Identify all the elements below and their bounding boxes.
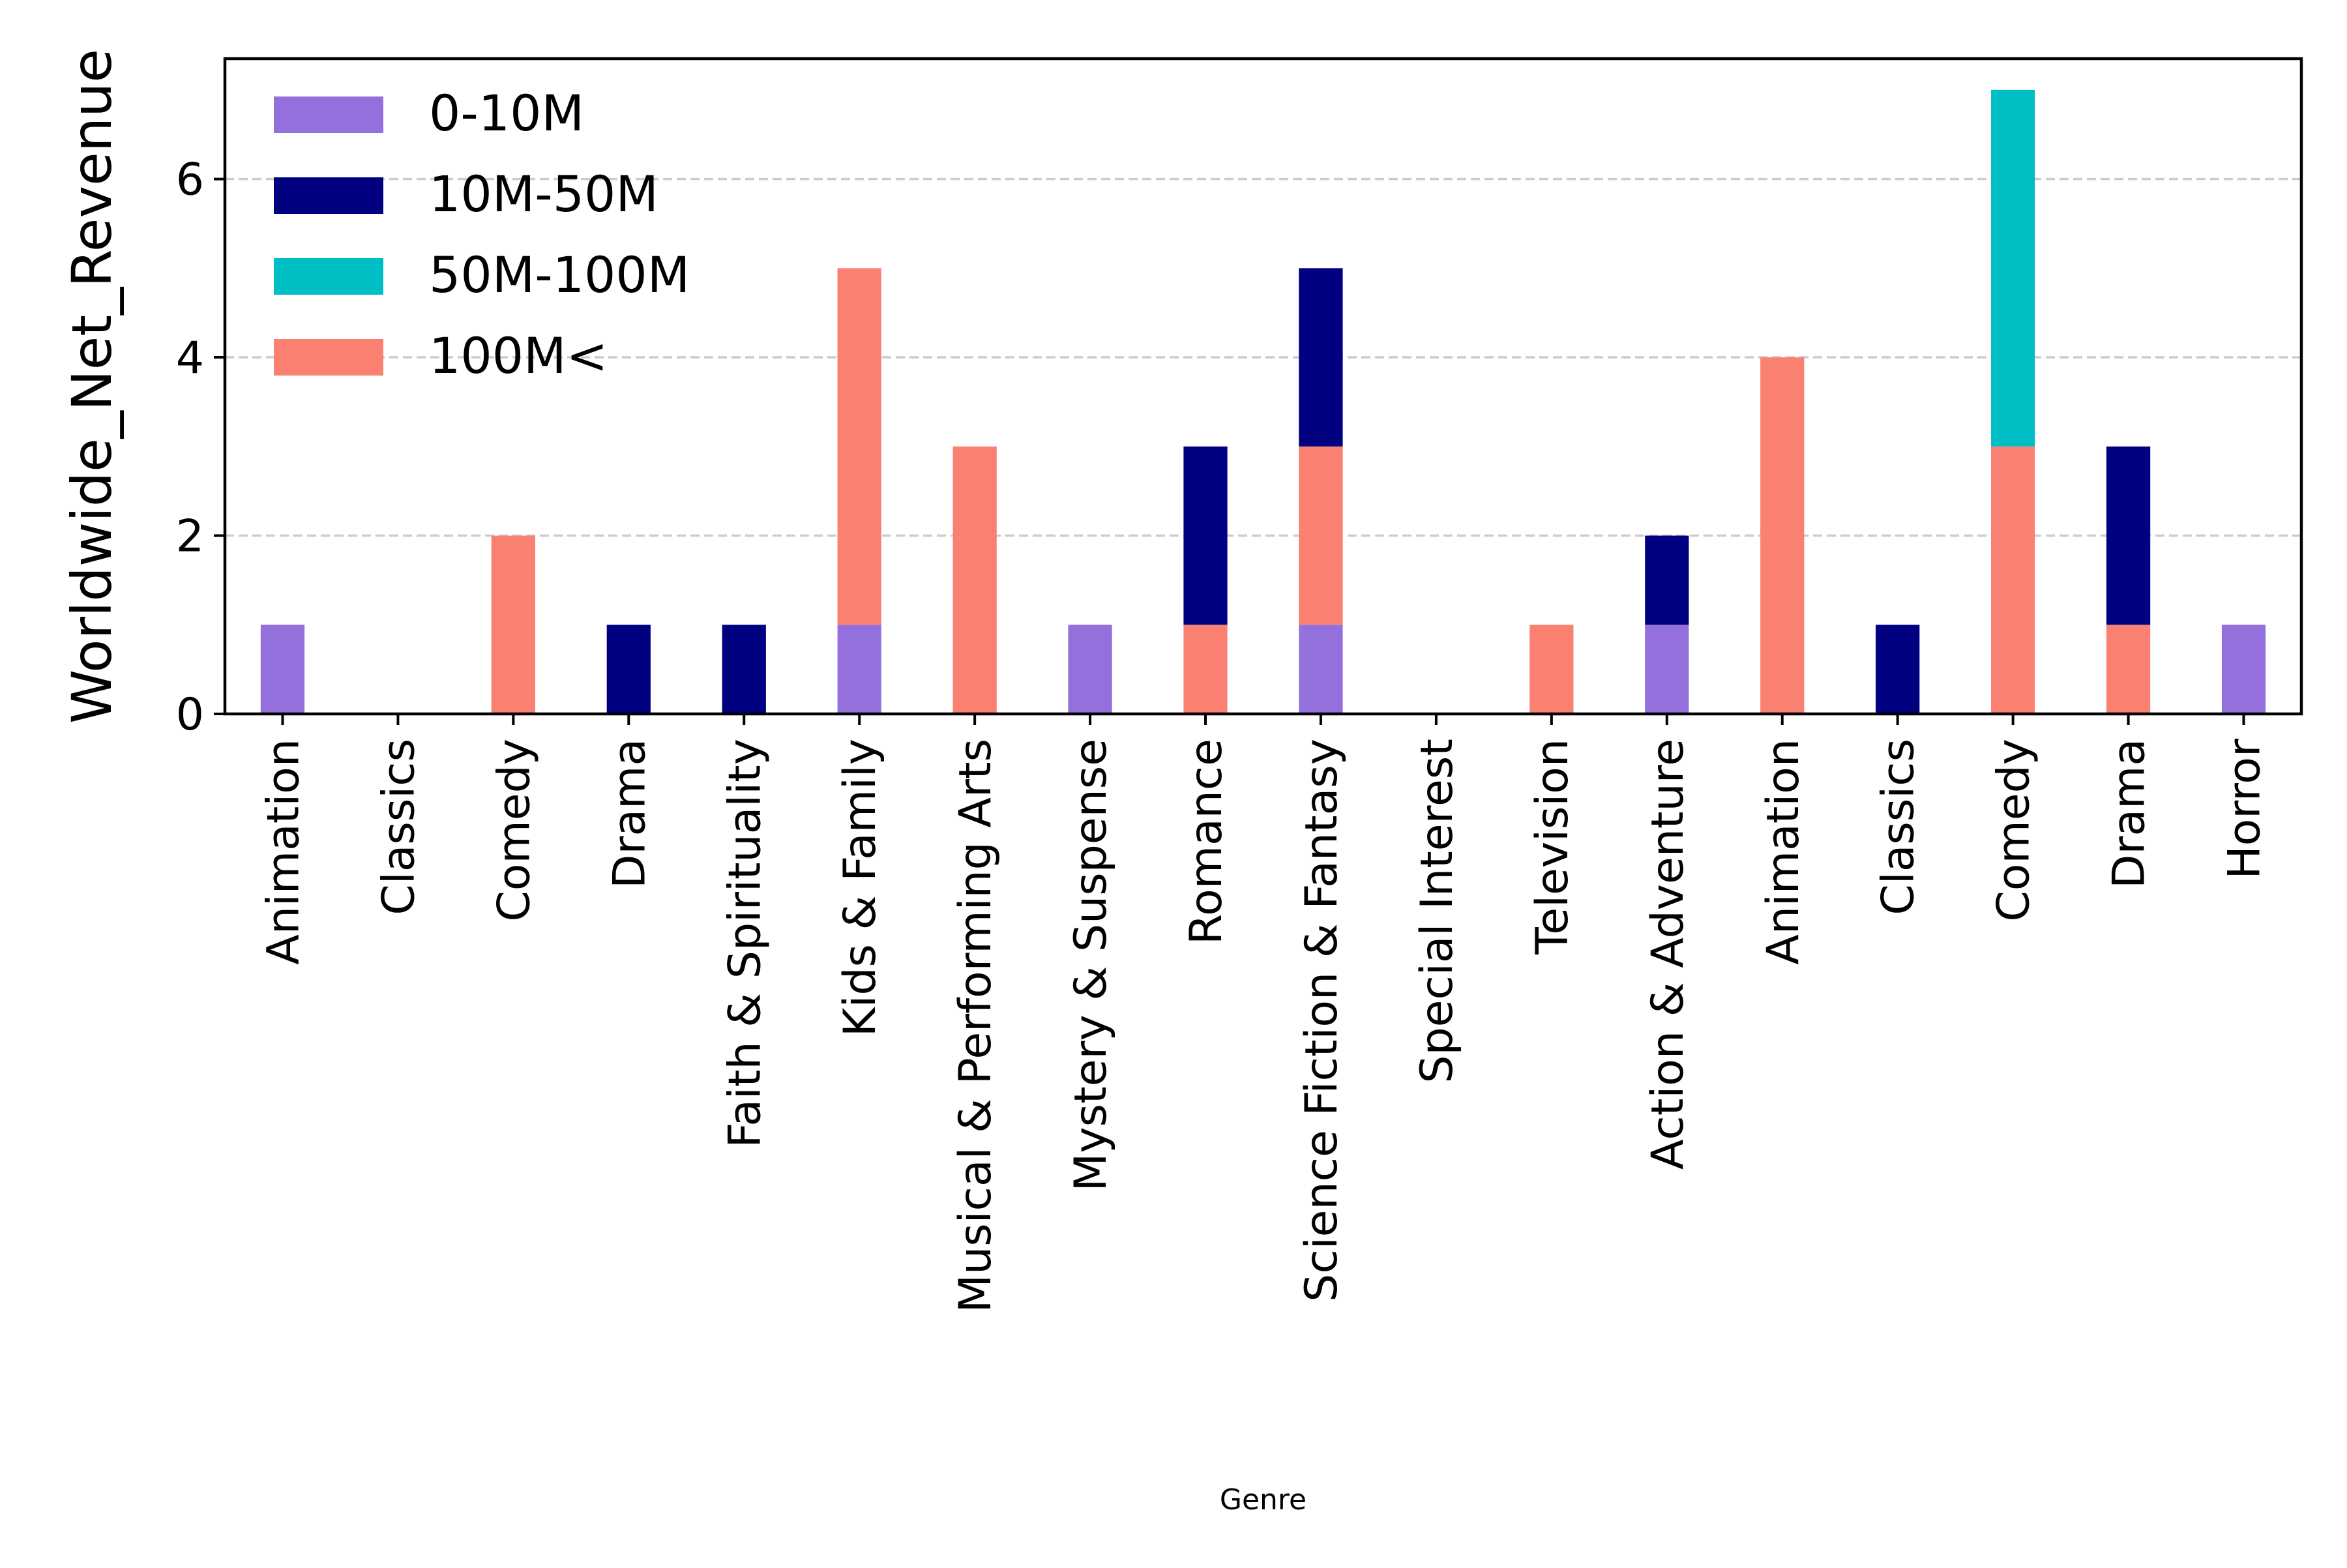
bar-50m-100m-15: [1991, 89, 2035, 447]
x-tick-label: Special Interest: [1411, 739, 1463, 1084]
bar-0-10m-0: [260, 625, 305, 714]
bar-10m-50m-9: [1299, 268, 1343, 447]
x-tick-label: Comedy: [488, 739, 540, 922]
bar-100m-11: [1529, 625, 1574, 714]
x-tick-label: Animation: [1758, 739, 1809, 965]
legend-swatch-50m-100m: [274, 258, 383, 295]
x-axis-label: Genre: [1220, 1483, 1306, 1516]
bar-100m-9: [1299, 446, 1343, 625]
bars: [260, 89, 2266, 714]
x-axis: Animation Classics Comedy Drama Faith & Spir…: [258, 714, 2271, 1313]
y-tick-label: 4: [176, 333, 204, 384]
legend-label-0-10m: 0-10M: [429, 84, 584, 142]
bar-100m-13: [1760, 357, 1805, 714]
bar-100m-8: [1183, 625, 1228, 714]
y-axis-label: Worldwide_Net_Revenue: [60, 49, 124, 724]
x-tick-label: Kids & Family: [834, 739, 886, 1037]
y-axis: 0 2 4 6: [176, 155, 225, 741]
y-tick-label: 2: [176, 511, 204, 563]
x-tick-label: Classics: [1873, 739, 1925, 915]
legend-swatch-10m-50m: [274, 177, 383, 214]
bar-10m-50m-12: [1645, 535, 1689, 625]
legend-label-10m-50m: 10M-50M: [429, 165, 658, 223]
bar-10m-50m-14: [1876, 625, 1920, 714]
x-tick-label: Classics: [373, 739, 424, 915]
legend-label-100m: 100M<: [429, 327, 608, 385]
x-tick-label: Animation: [258, 739, 309, 965]
x-tick-label: Action & Adventure: [1642, 739, 1694, 1170]
legend-swatch-100m: [274, 339, 383, 376]
bar-100m-16: [2106, 625, 2151, 714]
bar-0-10m-17: [2221, 625, 2266, 714]
y-tick-label: 6: [176, 155, 204, 206]
x-tick-label: Comedy: [1988, 739, 2040, 922]
grid-lines: [225, 177, 2301, 537]
x-tick-label: Television: [1527, 739, 1578, 955]
bar-0-10m-5: [837, 625, 881, 714]
x-tick-label: Drama: [2104, 739, 2155, 889]
legend: 0-10M 10M-50M 50M-100M 100M<: [274, 84, 690, 385]
bar-10m-50m-4: [722, 625, 766, 714]
y-tick-label: 0: [176, 689, 204, 741]
x-tick-label: Horror: [2219, 739, 2271, 880]
legend-label-50m-100m: 50M-100M: [429, 246, 690, 304]
bar-10m-50m-8: [1183, 446, 1228, 625]
x-tick-label: Faith & Spirituality: [719, 739, 771, 1148]
x-tick-label: Musical & Performing Arts: [950, 739, 1001, 1313]
bar-10m-50m-16: [2106, 446, 2151, 625]
legend-swatch-0-10m: [274, 96, 383, 133]
bar-100m-15: [1991, 446, 2035, 714]
bar-0-10m-12: [1645, 625, 1689, 714]
bar-10m-50m-3: [606, 625, 651, 714]
bar-100m-2: [491, 535, 535, 714]
bar-100m-6: [952, 446, 997, 714]
bar-100m-5: [837, 268, 881, 625]
x-tick-label: Romance: [1181, 739, 1232, 945]
x-tick-label: Science Fiction & Fantasy: [1296, 739, 1348, 1302]
x-tick-label: Mystery & Suspense: [1065, 739, 1117, 1191]
bar-0-10m-9: [1299, 625, 1343, 714]
plot-area-frame: [223, 57, 2303, 716]
x-tick-label: Drama: [604, 739, 655, 889]
bar-0-10m-7: [1068, 625, 1112, 714]
